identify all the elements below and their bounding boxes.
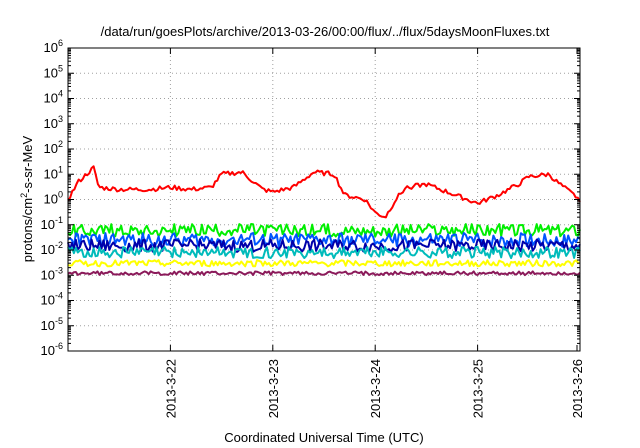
- y-tick-label: 102: [44, 139, 63, 156]
- y-axis-title-suffix: -s-sr-MeV: [20, 135, 35, 192]
- x-tick-label: 2013-3-26: [570, 359, 585, 418]
- y-axis-title: protons/cm2-s-sr-MeV: [19, 135, 35, 262]
- y-tick-label: 10-4: [41, 291, 63, 308]
- y-tick-label: 10-3: [41, 265, 63, 282]
- y-axis-title-prefix: protons/cm: [20, 198, 35, 262]
- y-tick-label: 104: [44, 89, 63, 106]
- x-tick-label: 2013-3-25: [471, 359, 486, 418]
- chart-title: /data/run/goesPlots/archive/2013-03-26/0…: [101, 24, 550, 39]
- grid: [68, 48, 580, 351]
- x-axis-ticks: 2013-3-22 2013-3-23 2013-3-24 2013-3-25 2013…: [163, 48, 585, 418]
- y-tick-label: 10-5: [41, 316, 63, 333]
- x-axis-title: Coordinated Universal Time (UTC): [224, 430, 423, 445]
- x-tick-label: 2013-3-23: [266, 359, 281, 418]
- series-line-7: [67, 270, 581, 277]
- series-line-1: [67, 165, 581, 219]
- x-tick-label: 2013-3-24: [368, 359, 383, 418]
- y-tick-label: 10-1: [41, 215, 63, 232]
- y-tick-label: 103: [44, 114, 63, 131]
- series-layer: [67, 165, 581, 277]
- y-tick-label: 106: [44, 38, 63, 55]
- series-line-5: [67, 245, 581, 260]
- series-line-6: [67, 259, 581, 268]
- y-tick-label: 10-2: [41, 240, 63, 257]
- x-tick-label: 2013-3-22: [163, 359, 178, 418]
- y-axis-ticks: 106 105 104 103 102 101 100 10-1 10-2 10-3 10-4 10-…: [41, 38, 580, 358]
- y-tick-label: 10-6: [41, 341, 63, 358]
- y-tick-label: 100: [44, 190, 63, 207]
- series-line-2: [67, 223, 581, 238]
- y-tick-label: 105: [44, 63, 63, 80]
- y-axis-title-exp: 2: [19, 193, 29, 198]
- y-tick-label: 101: [44, 164, 63, 181]
